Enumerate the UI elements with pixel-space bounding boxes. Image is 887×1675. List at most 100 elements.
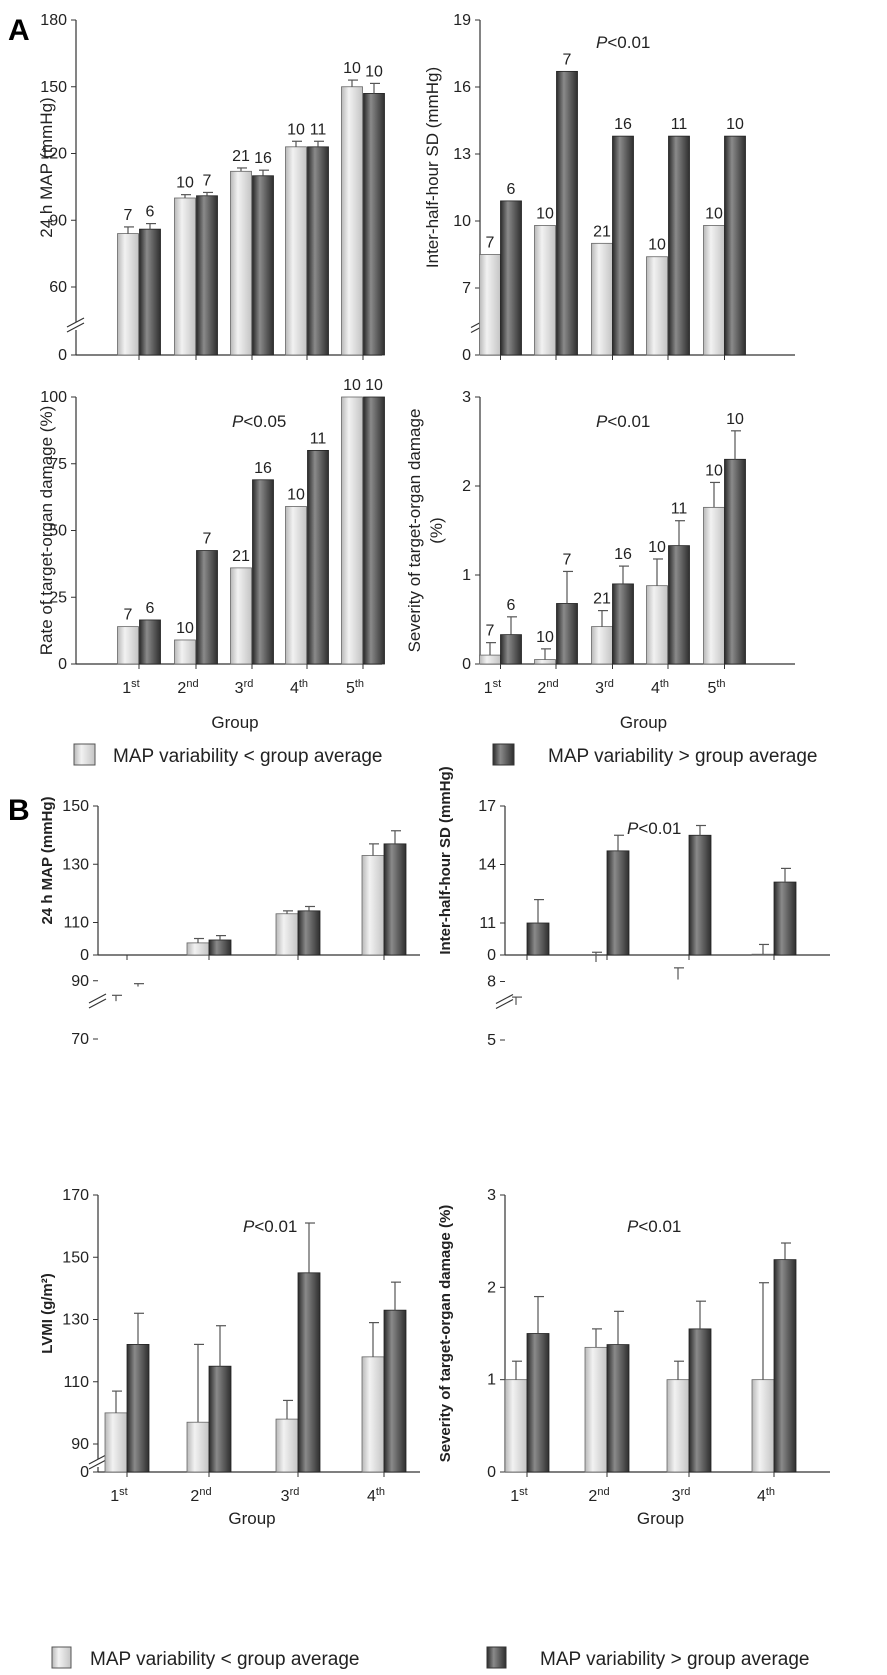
p-value-annotation: P<0.05 [232,412,286,431]
legend-b-high-label: MAP variability > group average [540,1649,810,1670]
y-axis-label: Inter-half-hour SD (mmHg) [423,67,442,268]
y-tick-label: 13 [453,146,471,163]
bar-high [383,1309,407,1473]
y-axis-label: Severity of target-organ damage (%) [437,1205,454,1463]
sample-count-label: 11 [671,116,688,133]
bar-low [534,659,556,665]
bar-high [297,910,321,956]
chart-a2: 0 7 10 13 16 19 Inter-half-hour SD (mmHg) P<0.0… [423,12,795,364]
bar-high [383,843,407,956]
bar-high [526,922,550,956]
y-tick-label: 70 [71,1031,89,1048]
y-tick-label: 170 [62,1187,89,1204]
y-tick-label: 90 [49,212,67,229]
sample-count-label: 21 [593,223,611,240]
y-tick-label: 8 [487,974,496,991]
sample-count-label: 7 [203,172,212,189]
legend-b-high-swatch [486,1646,507,1669]
sample-count-label: 10 [287,121,305,138]
bar-high [139,228,161,356]
bar-high [252,479,274,665]
x-tick-label: 3rd [672,1486,691,1505]
sample-count-label: 16 [614,116,632,133]
x-tick-label: 2nd [177,678,198,697]
bar-low [186,942,210,956]
p-value-annotation: P<0.01 [243,1217,297,1236]
bar-high [363,93,385,356]
y-tick-label: 90 [71,973,89,990]
bar-high [500,634,522,665]
sample-count-label: 16 [614,546,632,563]
bar-low [174,639,196,665]
y-tick-label: 130 [62,856,89,873]
y-tick-label: 2 [462,478,471,495]
sample-count-label: 7 [486,235,495,252]
sample-count-label: 10 [343,377,361,394]
x-axis-label: Group [637,1509,684,1528]
y-axis-label-line2: (%) [427,517,446,543]
legend-a-high-label: MAP variability > group average [548,746,818,767]
bar-low [479,254,501,356]
sample-count-label: 21 [232,548,250,565]
y-tick-label: 0 [80,947,89,964]
x-tick-label: 3rd [235,678,254,697]
y-tick-label: 17 [478,798,496,815]
sample-count-label: 10 [726,116,744,133]
bar-high [196,550,218,665]
bar-high [688,834,712,956]
bar-high [724,135,746,356]
bar-high [606,1344,630,1473]
legend-a: MAP variability < group average MAP vari… [73,743,818,767]
x-tick-label: 2nd [537,678,558,697]
bar-low [230,170,252,356]
sample-count-label: 10 [287,486,305,503]
bar-low [591,626,613,665]
bar-high [500,200,522,356]
y-tick-label: 0 [462,347,471,364]
axis-break-gap [66,322,86,330]
bar-low [584,1346,608,1473]
y-tick-label: 130 [62,1312,89,1329]
bar-high [363,396,385,665]
axis-break-gap [495,998,515,1007]
panel-letter-a: A [8,14,30,47]
x-tick-label: 3rd [595,678,614,697]
y-tick-label: 0 [487,947,496,964]
bar-low [230,567,252,665]
y-tick-label: 60 [49,279,67,296]
sample-count-label: 7 [124,207,133,224]
bar-high [208,1365,232,1473]
legend-a-high-swatch [492,743,515,766]
bar-high [556,70,578,356]
bar-low [104,1412,128,1473]
x-tick-label: 2nd [588,1486,609,1505]
y-tick-label: 0 [58,347,67,364]
bar-high [139,619,161,665]
y-tick-label: 19 [453,12,471,29]
sample-count-label: 10 [343,60,361,77]
y-tick-label: 120 [40,146,67,163]
bar-high [612,583,634,665]
sample-count-label: 10 [176,620,194,637]
bar-low [361,855,385,956]
panel-letter-b: B [8,794,30,827]
legend-b: MAP variability < group average MAP vari… [51,1646,810,1670]
y-tick-label: 50 [49,523,67,540]
legend-a-low-label: MAP variability < group average [113,746,383,767]
sample-count-label: 6 [146,600,155,617]
bar-low [275,913,299,956]
axis-break-icon [88,1454,107,1470]
sample-count-label: 10 [705,462,723,479]
sample-count-label: 21 [232,148,250,165]
bar-high [307,449,329,665]
axis-break-icon [88,993,107,1009]
y-tick-label: 150 [62,1249,89,1266]
bar-high [556,603,578,665]
sample-count-label: 10 [536,629,554,646]
sample-count-label: 11 [310,430,327,447]
y-tick-label: 90 [71,1436,89,1453]
bar-low [534,225,556,356]
sample-count-label: 11 [310,121,327,138]
bar-high [526,1333,550,1473]
